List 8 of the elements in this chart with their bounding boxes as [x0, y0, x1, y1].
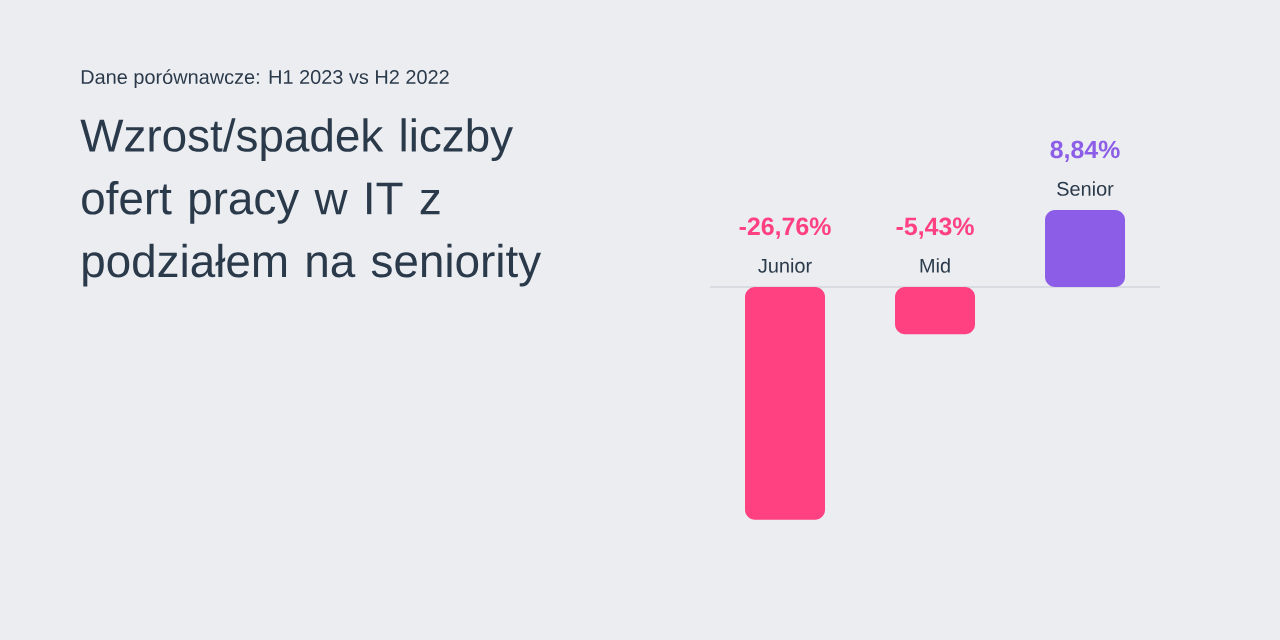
- x-tick-label: Mid: [920, 258, 950, 273]
- data-label: -26,76%: [739, 217, 831, 239]
- data-label: 8,84%: [1050, 140, 1120, 162]
- text: Wzrost/spadek liczby ofert pracy w IT z podziałem na seniority: [80, 118, 542, 287]
- x-tick-label: Junior: [758, 258, 812, 273]
- x-tick-label: Senior: [1057, 181, 1114, 196]
- data-label: -5,43%: [896, 217, 974, 239]
- text: Dane porównawcze: H1 2023 vs H2 2022: [81, 69, 449, 88]
